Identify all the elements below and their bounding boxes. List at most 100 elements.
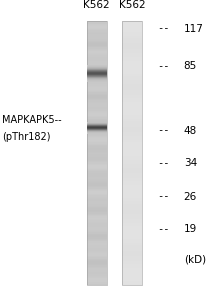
Text: 26: 26 <box>184 191 197 202</box>
Bar <box>122 164 142 165</box>
Bar <box>122 169 142 170</box>
Bar <box>87 276 107 277</box>
Bar <box>122 200 142 202</box>
Bar <box>122 34 142 35</box>
Bar <box>87 129 107 130</box>
Bar <box>122 208 142 210</box>
Bar <box>87 57 107 58</box>
Bar <box>87 98 107 99</box>
Bar <box>122 133 142 134</box>
Bar <box>87 154 107 156</box>
Bar <box>122 104 142 106</box>
Bar <box>122 150 142 152</box>
Bar <box>87 266 107 268</box>
Bar <box>122 84 142 86</box>
Bar <box>122 251 142 252</box>
Bar <box>87 231 107 232</box>
Bar <box>122 25 142 26</box>
Bar <box>87 191 107 193</box>
Bar <box>122 49 142 50</box>
Bar <box>87 262 107 264</box>
Bar <box>122 276 142 277</box>
Bar <box>87 62 107 63</box>
Bar <box>122 185 142 186</box>
Bar <box>87 218 107 219</box>
Bar <box>87 259 107 260</box>
Bar <box>87 100 107 101</box>
Bar <box>87 37 107 38</box>
Bar <box>122 195 142 196</box>
Bar <box>87 215 107 216</box>
Bar <box>122 161 142 162</box>
Bar <box>122 70 142 71</box>
Bar <box>122 199 142 200</box>
Text: K562: K562 <box>119 1 145 10</box>
Bar <box>122 79 142 80</box>
Bar <box>122 98 142 99</box>
Bar <box>87 127 107 128</box>
Bar <box>87 96 107 98</box>
Bar <box>122 119 142 120</box>
Bar <box>87 107 107 108</box>
Bar <box>87 125 107 127</box>
Bar <box>122 21 142 22</box>
Bar <box>87 173 107 174</box>
Bar <box>122 29 142 30</box>
Bar <box>87 161 107 162</box>
Bar <box>87 44 107 45</box>
Bar <box>122 57 142 58</box>
Bar <box>122 190 142 191</box>
Bar <box>87 169 107 170</box>
Bar <box>122 152 142 153</box>
Text: --: -- <box>158 158 170 169</box>
Bar <box>122 75 142 76</box>
Bar <box>87 251 107 252</box>
Bar <box>122 26 142 28</box>
Bar <box>122 80 142 82</box>
Bar <box>87 261 107 262</box>
Bar <box>87 42 107 44</box>
Bar <box>87 24 107 25</box>
Bar <box>122 278 142 280</box>
Bar <box>87 78 107 79</box>
Bar <box>122 68 142 70</box>
Bar <box>87 30 107 31</box>
Bar <box>122 218 142 219</box>
Bar <box>87 34 107 35</box>
Bar <box>122 92 142 94</box>
Bar <box>87 170 107 172</box>
Bar <box>87 223 107 224</box>
Bar <box>87 157 107 158</box>
Bar <box>87 108 107 110</box>
Bar <box>87 113 107 115</box>
Bar <box>122 239 142 240</box>
Bar <box>87 74 107 75</box>
Bar <box>87 198 107 199</box>
Bar <box>122 156 142 157</box>
Bar <box>122 236 142 238</box>
Bar <box>87 46 107 47</box>
Bar <box>87 83 107 84</box>
Bar <box>87 165 107 166</box>
Bar <box>122 207 142 208</box>
Bar <box>87 179 107 181</box>
Bar <box>87 202 107 203</box>
Text: 34: 34 <box>184 158 197 169</box>
Bar <box>87 111 107 112</box>
Bar <box>122 235 142 236</box>
Bar <box>122 90 142 91</box>
Bar <box>87 228 107 230</box>
Bar <box>87 139 107 140</box>
Bar <box>122 91 142 92</box>
Text: --: -- <box>158 61 170 71</box>
Bar <box>87 35 107 37</box>
Bar <box>87 189 107 190</box>
Bar <box>87 64 107 66</box>
Bar <box>87 76 107 78</box>
Bar <box>122 51 142 53</box>
Text: (pThr182): (pThr182) <box>2 131 51 142</box>
Bar <box>87 182 107 183</box>
Bar <box>87 162 107 164</box>
Bar <box>87 144 107 145</box>
Bar <box>122 87 142 88</box>
